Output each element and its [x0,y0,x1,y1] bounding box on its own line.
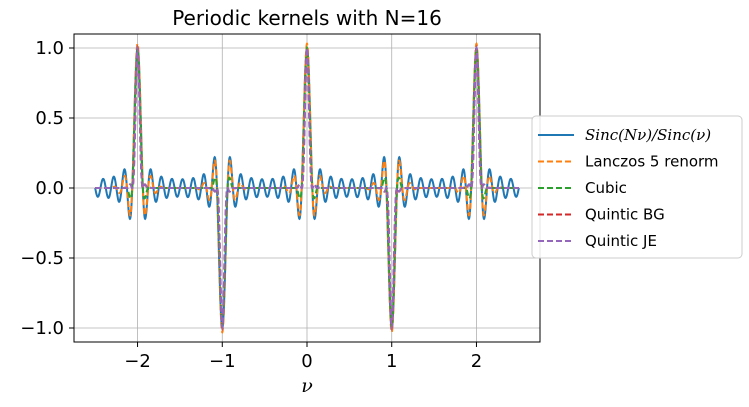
legend-box [531,115,743,259]
x-tick-label: 1 [386,351,397,372]
x-tick-label: 2 [471,351,482,372]
y-tick-label: −0.5 [20,248,64,269]
legend-label: Cubic [585,179,627,197]
legend-label: Quintic JE [585,232,657,250]
legend: Sinc(Nν)/Sinc(ν) Lanczos 5 renorm Cubic Qui… [531,115,743,259]
legend-label: Sinc(Nν)/Sinc(ν) [585,126,711,144]
grid [74,34,540,342]
chart-title: Periodic kernels with N=16 [172,6,442,30]
series-line-1 [95,41,519,335]
x-tick-label: −1 [209,351,236,372]
y-tick-label: 0.0 [35,178,64,199]
y-tick-label: 1.0 [35,38,64,59]
y-tick-label: 0.5 [35,108,64,129]
x-tick-label: 0 [301,351,312,372]
y-tick-label: −1.0 [20,318,64,339]
series-line-2 [95,45,519,331]
series-lines [94,41,520,335]
x-axis-label: ν [301,375,313,397]
legend-label: Lanczos 5 renorm [585,153,719,171]
ticks: −2 −1 0 1 2 −1.0 −0.5 0.0 0.5 1.0 [20,38,482,372]
x-tick-label: −2 [124,351,151,372]
legend-label: Quintic BG [585,206,665,224]
